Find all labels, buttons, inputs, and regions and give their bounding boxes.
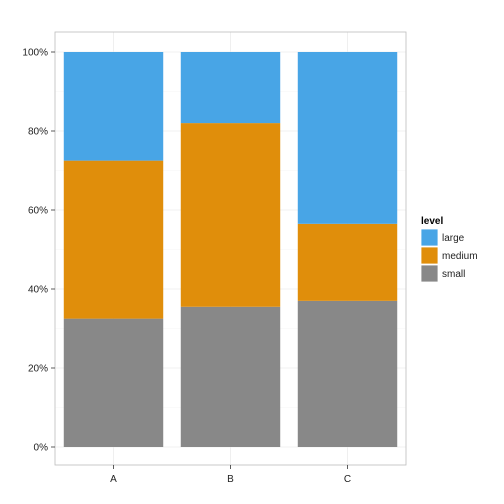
legend: level large medium small (420, 216, 478, 283)
legend-key-medium (420, 246, 439, 265)
bar-b-large (180, 52, 281, 124)
legend-key-large (420, 228, 439, 247)
legend-label-medium: medium (442, 251, 478, 262)
x-tick-label: C (344, 474, 351, 485)
y-tick-label: 100% (22, 48, 48, 59)
bar-c-medium (297, 223, 398, 301)
y-tick-label: 20% (28, 364, 48, 375)
y-tick-label: 0% (34, 443, 49, 454)
y-tick-label: 40% (28, 285, 48, 296)
y-tick-label: 60% (28, 206, 48, 217)
x-tick-label: A (110, 474, 117, 485)
bar-a-small (63, 318, 164, 447)
bar-c-small (297, 300, 398, 447)
bar-c-large (297, 52, 398, 224)
bar-b-small (180, 306, 281, 447)
legend-key-small (420, 264, 439, 283)
bar-b-medium (180, 123, 281, 307)
x-tick-label: B (227, 474, 234, 485)
plot-area: 0% 20% 40% 60% 80% 100% A B C (22, 31, 407, 485)
legend-label-large: large (442, 233, 465, 244)
bar-a-large (63, 52, 164, 161)
bar-a-medium (63, 160, 164, 319)
legend-label-small: small (442, 269, 465, 280)
y-tick-label: 80% (28, 127, 48, 138)
legend-title: level (421, 216, 443, 227)
